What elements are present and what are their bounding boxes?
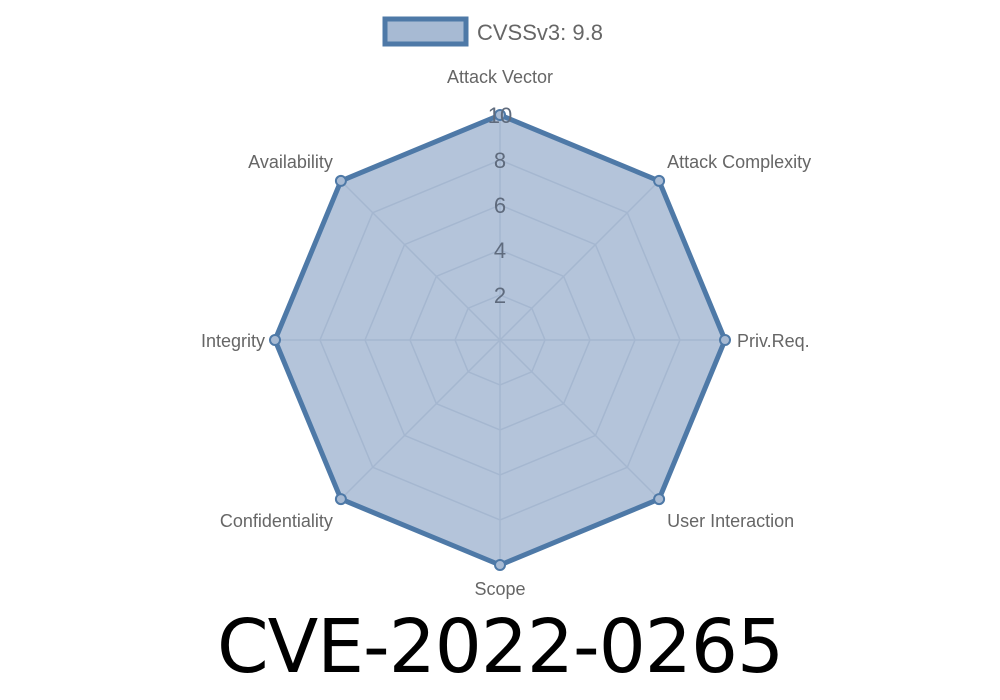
- axis-label: Integrity: [201, 331, 265, 351]
- data-point[interactable]: [269, 334, 281, 346]
- legend-label: CVSSv3: 9.8: [477, 20, 603, 45]
- axis-label: User Interaction: [667, 511, 794, 531]
- axis-label: Confidentiality: [220, 511, 333, 531]
- data-point[interactable]: [334, 493, 347, 506]
- tick-label: 6: [494, 193, 506, 218]
- data-point[interactable]: [719, 334, 731, 346]
- tick-label: 8: [494, 148, 506, 173]
- tick-label: 10: [488, 103, 512, 128]
- axis-label: Availability: [248, 152, 333, 172]
- data-point[interactable]: [653, 174, 666, 187]
- page-title: CVE-2022-0265: [216, 604, 784, 690]
- tick-label: 2: [494, 283, 506, 308]
- axis-label: Priv.Req.: [737, 331, 810, 351]
- data-point[interactable]: [494, 109, 506, 121]
- data-point[interactable]: [653, 493, 666, 506]
- axis-label: Scope: [474, 579, 525, 599]
- tick-label: 4: [494, 238, 506, 263]
- axis-label: Attack Vector: [447, 67, 553, 87]
- data-point[interactable]: [494, 559, 506, 571]
- data-point[interactable]: [334, 174, 347, 187]
- legend-swatch: [382, 16, 469, 47]
- legend: CVSSv3: 9.8: [382, 16, 603, 47]
- axis-label: Attack Complexity: [667, 152, 811, 172]
